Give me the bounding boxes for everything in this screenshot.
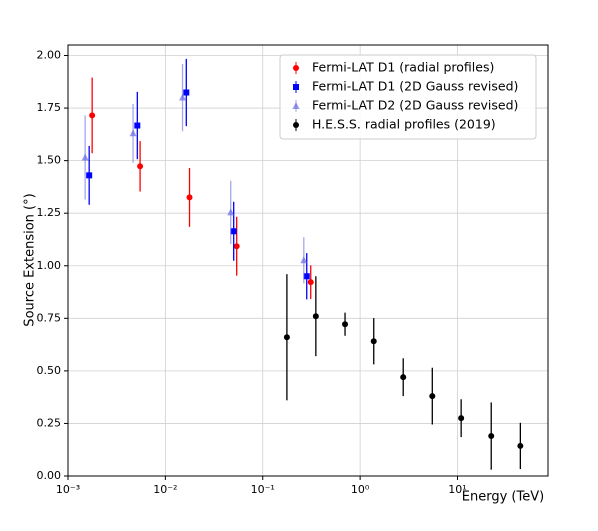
- point: [517, 442, 524, 449]
- point: [312, 313, 319, 320]
- x-tick-label: 10⁻³: [56, 483, 80, 496]
- point: [307, 279, 314, 286]
- point: [129, 129, 137, 137]
- point: [303, 273, 310, 280]
- x-axis-label: Energy (TeV): [462, 490, 544, 505]
- y-axis-label: Source Extension (°): [23, 193, 38, 326]
- x-tick-label: 10⁻¹: [251, 483, 275, 496]
- y-tick-label: 1.25: [37, 206, 62, 219]
- point: [342, 321, 349, 328]
- point: [370, 338, 377, 345]
- point: [429, 393, 436, 400]
- legend-label: Fermi-LAT D2 (2D Gauss revised): [312, 98, 518, 113]
- point: [183, 89, 190, 96]
- point: [283, 334, 290, 341]
- legend-label: Fermi-LAT D1 (2D Gauss revised): [312, 79, 518, 94]
- legend-marker: [292, 102, 300, 109]
- y-tick-label: 1.50: [37, 154, 62, 167]
- y-tick-label: 1.75: [37, 101, 62, 114]
- point: [81, 153, 89, 161]
- x-tick-label: 10¹: [448, 483, 466, 496]
- legend-marker: [293, 84, 299, 90]
- point: [89, 112, 96, 119]
- point: [458, 415, 465, 422]
- point: [400, 374, 407, 381]
- point: [86, 172, 93, 179]
- point: [300, 256, 308, 264]
- y-tick-label: 0.00: [37, 469, 62, 482]
- legend-frame: [279, 54, 537, 140]
- y-tick-label: 1.00: [37, 259, 62, 272]
- x-tick-label: 10⁰: [351, 483, 370, 496]
- legend-marker: [293, 65, 299, 71]
- y-tick-label: 0.25: [37, 416, 62, 429]
- point: [186, 194, 193, 201]
- point: [233, 243, 240, 250]
- point: [230, 228, 237, 235]
- y-tick-label: 2.00: [37, 49, 62, 62]
- point: [134, 122, 141, 129]
- y-tick-label: 0.75: [37, 311, 62, 324]
- point: [488, 433, 495, 440]
- legend: Fermi-LAT D1 (radial profiles) Fermi-LAT …: [279, 54, 537, 140]
- legend-label: H.E.S.S. radial profiles (2019): [312, 117, 496, 132]
- point: [137, 163, 144, 170]
- x-tick-label: 10⁻²: [153, 483, 177, 496]
- legend-label: Fermi-LAT D1 (radial profiles): [312, 60, 494, 75]
- y-tick-label: 0.50: [37, 364, 62, 377]
- point: [227, 208, 235, 216]
- point: [179, 93, 187, 101]
- legend-marker: [293, 122, 299, 128]
- plot-frame: [67, 44, 549, 477]
